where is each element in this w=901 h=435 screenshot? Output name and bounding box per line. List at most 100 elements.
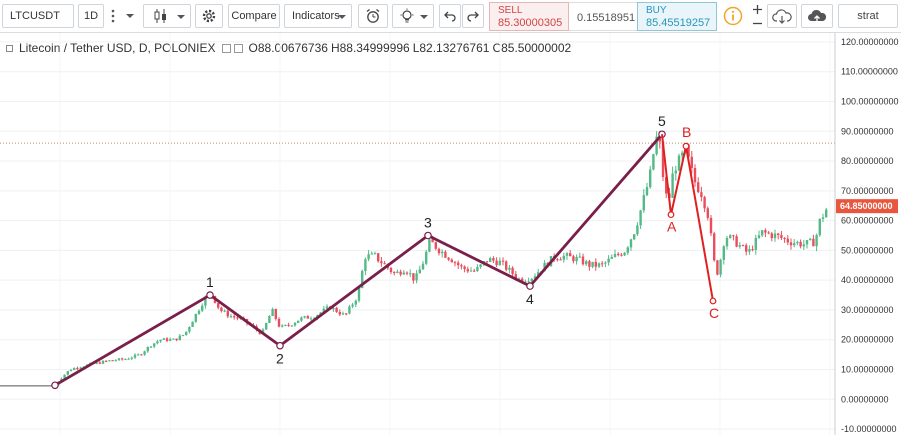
- candle-body: [677, 155, 681, 171]
- candle-body: [297, 320, 300, 323]
- candle-body: [511, 267, 514, 275]
- candle-body: [121, 358, 124, 360]
- abc-correction-drawing[interactable]: A B C: [661, 124, 719, 321]
- candle-body: [309, 318, 313, 320]
- alarm-clock-icon: [366, 8, 380, 23]
- candle-body: [421, 263, 425, 270]
- candle-body: [431, 239, 434, 243]
- collapse-icon[interactable]: [6, 44, 13, 52]
- alert-button[interactable]: [358, 4, 388, 28]
- candle-body: [725, 237, 729, 247]
- current-price-label: 64.85000000: [840, 201, 893, 211]
- candle-body: [617, 254, 620, 256]
- chart-style-button[interactable]: [143, 4, 191, 28]
- candle-body: [645, 187, 649, 196]
- gear-icon: [202, 9, 216, 23]
- undo-button[interactable]: [439, 4, 461, 28]
- candle-body: [105, 360, 108, 362]
- candle-body: [700, 192, 703, 198]
- candle-body: [101, 360, 105, 364]
- candle-body: [287, 324, 290, 326]
- candle-body: [306, 316, 309, 319]
- series-settings-icon[interactable]: [233, 43, 243, 53]
- candle-body: [674, 170, 677, 174]
- price-tick-label: 30.00000000: [841, 305, 894, 315]
- compare-button[interactable]: Compare: [228, 4, 280, 28]
- settings-button[interactable]: [195, 4, 223, 28]
- candle-body: [661, 141, 665, 178]
- layout-name-button[interactable]: strat: [838, 4, 898, 28]
- candle-body: [642, 195, 645, 211]
- candle-body: [418, 269, 421, 274]
- candle-body: [626, 247, 629, 253]
- candle-body: [789, 242, 793, 246]
- symbol-search-button[interactable]: LTCUSDT: [2, 4, 74, 28]
- save-chart-button[interactable]: [801, 4, 833, 28]
- candle-body: [172, 338, 175, 340]
- candle-body: [601, 263, 604, 265]
- hide-series-icon[interactable]: [221, 43, 231, 53]
- candle-body: [325, 306, 329, 309]
- more-intervals-icon[interactable]: [106, 4, 120, 28]
- buy-button[interactable]: BUY 85.45519257: [637, 2, 717, 31]
- candle-body: [341, 313, 345, 315]
- candle-body: [498, 260, 501, 266]
- load-chart-button[interactable]: [767, 4, 797, 28]
- candle-body: [585, 261, 588, 265]
- wave-label-2: 2: [276, 351, 284, 367]
- candle-body: [780, 235, 783, 238]
- zoom-out-button[interactable]: [749, 17, 765, 29]
- candle-body: [709, 217, 713, 234]
- candle-body: [460, 265, 463, 267]
- info-button[interactable]: [721, 4, 745, 28]
- sell-button[interactable]: SELL 85.30000305: [489, 2, 569, 31]
- candle-body: [773, 233, 777, 239]
- abc-point: [709, 297, 717, 305]
- indicators-button[interactable]: Indicators: [284, 4, 352, 28]
- candle-body: [277, 318, 281, 327]
- candle-body: [745, 245, 748, 252]
- zoom-in-button[interactable]: [749, 3, 765, 15]
- candle-body: [457, 262, 460, 266]
- candle-body: [809, 238, 812, 241]
- candle-body: [572, 256, 575, 262]
- abc-label-A: A: [667, 219, 677, 235]
- candle-body: [361, 271, 364, 289]
- wave-label-4: 4: [526, 291, 534, 307]
- price-tick-label: 70.00000000: [841, 186, 894, 196]
- candle-body: [786, 238, 789, 243]
- redo-button[interactable]: [462, 4, 484, 28]
- candle-body: [562, 255, 565, 260]
- price-chart[interactable]: 1 2 3 4 5 A B C 120.00000000 110.00000000 100.00…: [0, 33, 901, 435]
- price-axis[interactable]: 120.00000000 110.00000000 100.00000000 90.0…: [834, 33, 899, 435]
- price-tick-label: 0.00000000: [841, 394, 889, 404]
- abc-point: [667, 211, 675, 219]
- candle-body: [607, 258, 610, 263]
- elliott-wave-drawing[interactable]: 1 2 3 4 5: [51, 113, 666, 390]
- candle-body: [290, 325, 293, 327]
- candle-body: [229, 316, 233, 318]
- candle-body: [636, 225, 639, 235]
- candle-body: [514, 274, 517, 279]
- symbol-label: LTCUSDT: [10, 10, 60, 22]
- candle-body: [156, 341, 159, 344]
- candle-body: [594, 261, 597, 267]
- info-icon: [723, 6, 743, 26]
- candle-body: [367, 254, 370, 260]
- candle-body: [415, 273, 418, 281]
- candle-body: [479, 264, 482, 267]
- wave-point: [424, 231, 432, 240]
- candle-body: [748, 249, 751, 252]
- interval-dropdown-icon[interactable]: [122, 4, 138, 28]
- ideas-button[interactable]: [392, 4, 434, 28]
- candle-body: [66, 371, 69, 375]
- price-tick-label: 80.00000000: [841, 156, 894, 166]
- candle-body: [588, 261, 591, 267]
- candle-body: [364, 259, 367, 272]
- candle-body: [437, 248, 441, 254]
- candle-body: [649, 169, 652, 188]
- interval-button[interactable]: 1D: [78, 4, 104, 28]
- candle-body: [444, 251, 447, 258]
- candle-body: [159, 339, 162, 342]
- abc-label-C: C: [709, 305, 719, 321]
